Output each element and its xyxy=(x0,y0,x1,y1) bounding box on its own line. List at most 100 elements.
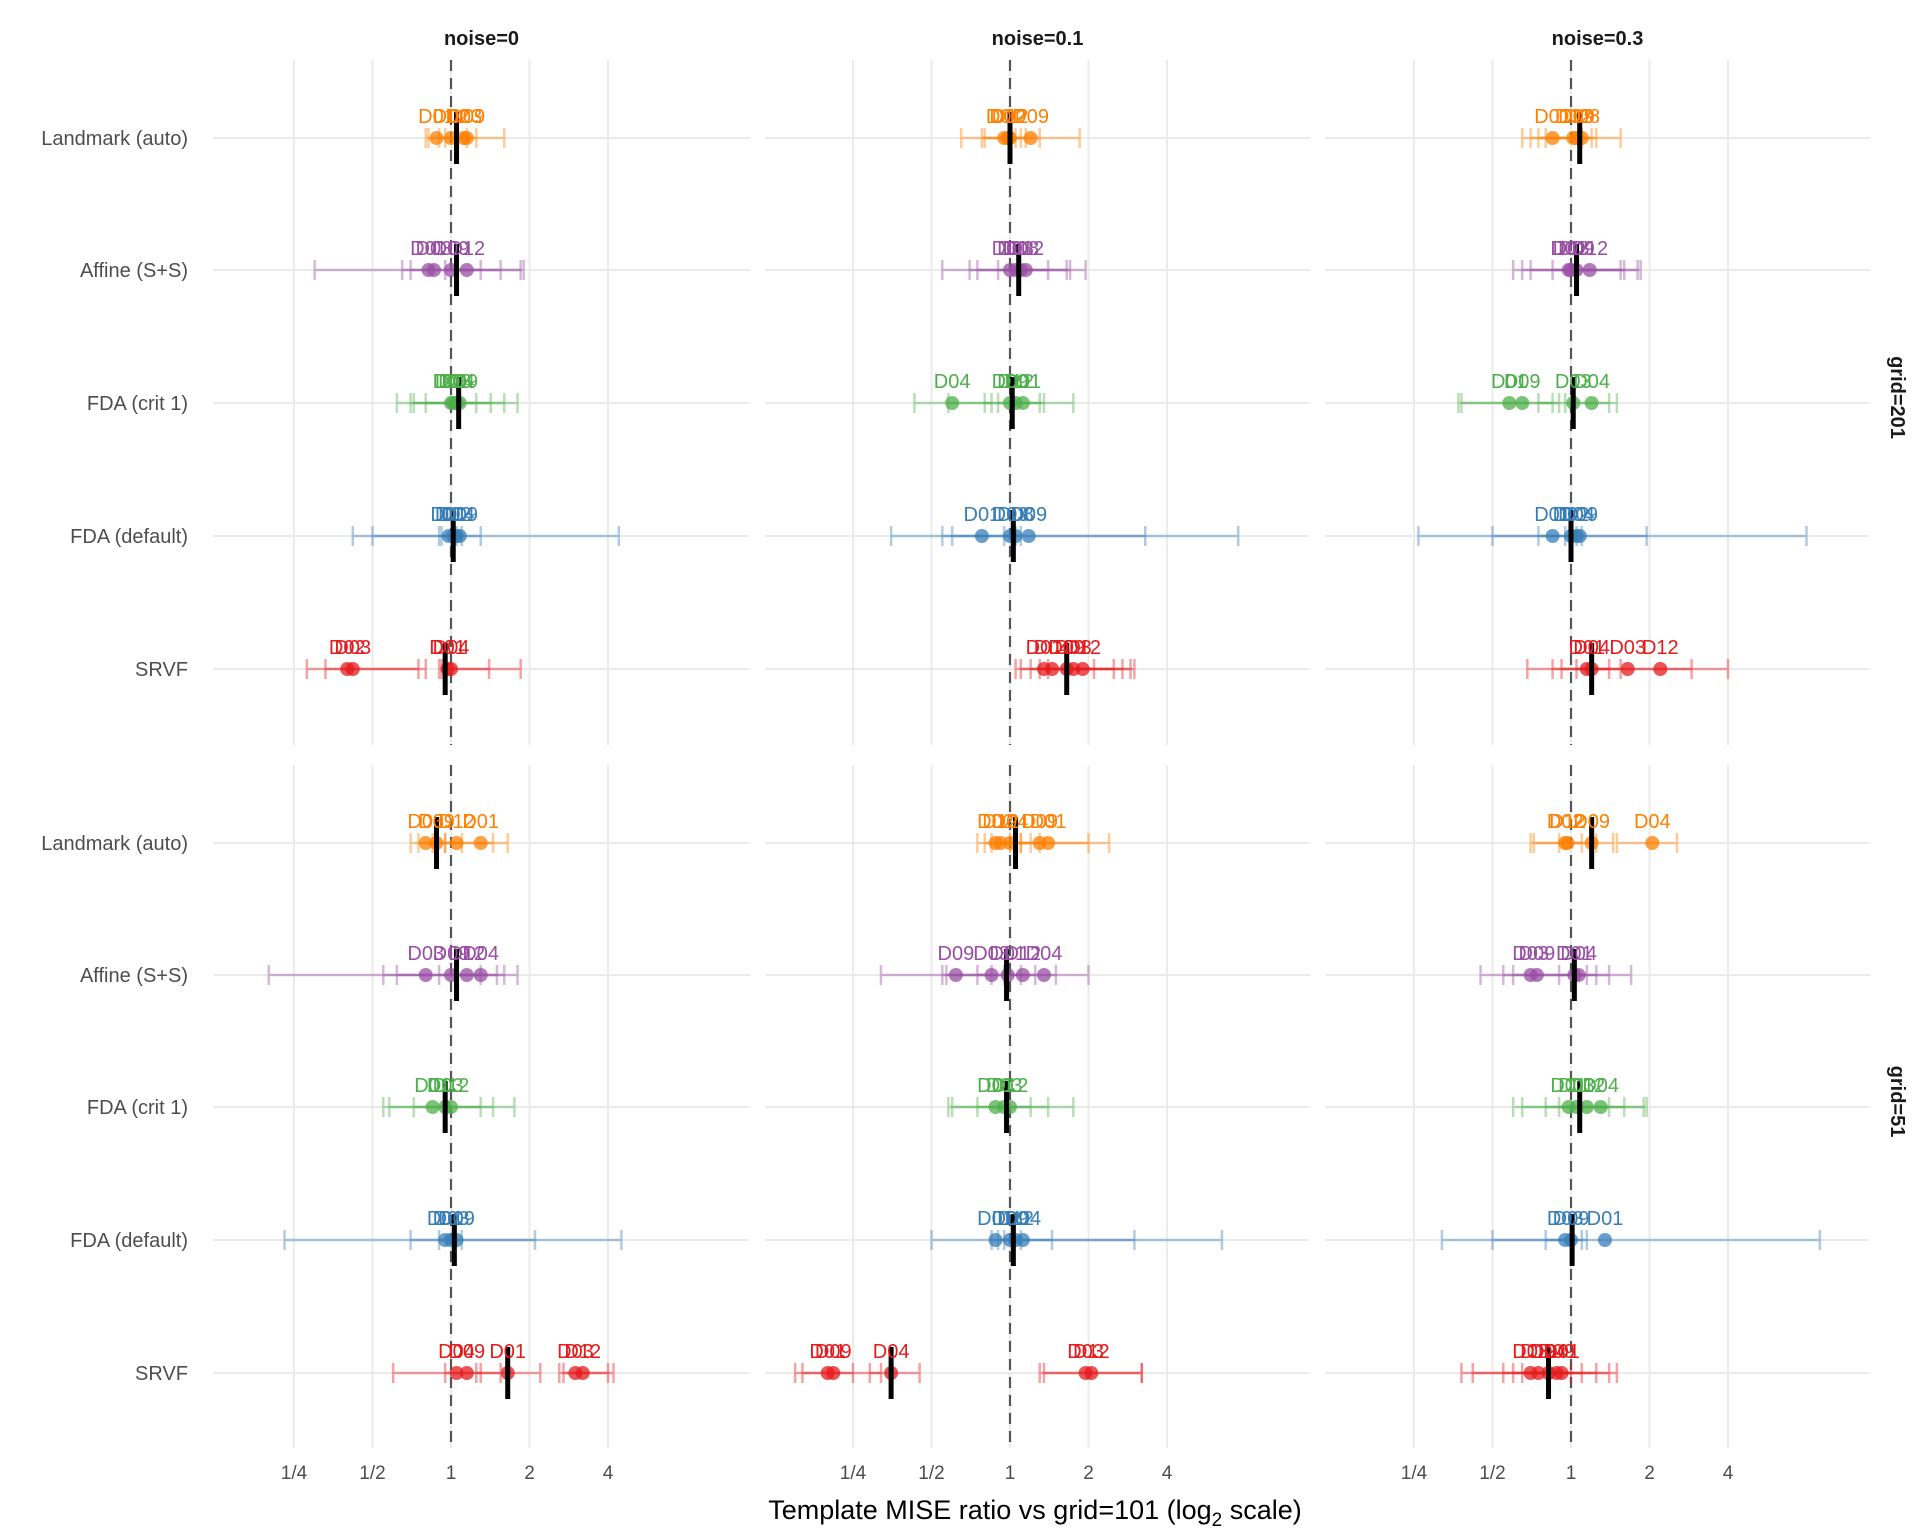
data-point xyxy=(459,1366,474,1380)
point-label: D03 xyxy=(445,106,482,128)
x-tick-label: 1 xyxy=(446,1463,457,1484)
point-label: D01 xyxy=(430,504,467,526)
data-point xyxy=(418,968,433,982)
point-label: D02 xyxy=(435,504,472,526)
point-label: D01 xyxy=(989,943,1026,965)
data-point xyxy=(1015,968,1030,982)
row-strip-label: grid=51 xyxy=(1886,1066,1908,1138)
point-label: D03 xyxy=(1512,943,1549,965)
median-markers xyxy=(434,112,1595,1399)
error-bar xyxy=(1502,965,1611,985)
error-bar xyxy=(437,526,621,546)
point-label: D01 xyxy=(977,1208,1014,1230)
point-label: D03 xyxy=(997,238,1034,260)
data-point xyxy=(984,968,999,982)
x-axis-title-main: Template MISE ratio vs grid=101 (log xyxy=(768,1495,1211,1525)
x-axis-title-end: scale) xyxy=(1222,1495,1302,1525)
data-point xyxy=(1593,1100,1608,1114)
data-point xyxy=(1036,968,1051,982)
point-label: D12 xyxy=(992,1075,1029,1097)
data-point xyxy=(1041,836,1056,850)
error-bar xyxy=(1002,1230,1224,1250)
point-label: D08 xyxy=(1563,106,1600,128)
point-label: D03 xyxy=(435,371,472,393)
error-bars xyxy=(267,128,1822,1383)
x-tick-label: 4 xyxy=(603,1463,614,1484)
error-bar xyxy=(1575,659,1730,679)
point-label: D12 xyxy=(997,371,1034,393)
point-label: D03 xyxy=(557,1341,594,1363)
point-label: D09 xyxy=(1048,637,1085,659)
point-label: D12 xyxy=(982,811,1019,833)
data-point xyxy=(459,968,474,982)
y-axis-label: FDA (default) xyxy=(70,1230,188,1252)
point-label: D01 xyxy=(1030,811,1067,833)
data-point xyxy=(1045,662,1060,676)
data-point xyxy=(974,529,989,543)
point-label: D12 xyxy=(992,106,1029,128)
point-label: D09 xyxy=(441,371,478,393)
point-label: D01 xyxy=(410,238,447,260)
point-label: D01 xyxy=(427,1208,464,1230)
data-point xyxy=(459,131,474,145)
data-point xyxy=(1653,662,1668,676)
point-label: D09 xyxy=(1573,811,1610,833)
y-axis-label: FDA (default) xyxy=(70,526,188,548)
point-label: D03 xyxy=(1067,1341,1104,1363)
point-label: D02 xyxy=(1553,504,1590,526)
point-label: D02 xyxy=(977,811,1014,833)
point-label: D12 xyxy=(1007,238,1044,260)
y-axis-label: SRVF xyxy=(135,1363,188,1385)
axes: noise=0 noise=0.1 noise=0.3 grid=201 grid=51… xyxy=(41,28,1908,1484)
point-label: D12 xyxy=(433,1075,470,1097)
x-axis-title: Template MISE ratio vs grid=101 (log2 sc… xyxy=(768,1495,1302,1531)
point-label: D12 xyxy=(1520,1341,1557,1363)
point-label: D09 xyxy=(1558,106,1595,128)
data-point xyxy=(1620,662,1635,676)
x-tick-label: 1/4 xyxy=(1401,1463,1428,1484)
point-label: D04 xyxy=(438,504,475,526)
data-point xyxy=(1582,263,1597,277)
point-label: D12 xyxy=(1568,1075,1605,1097)
point-label: D04 xyxy=(1582,1075,1619,1097)
data-point xyxy=(473,968,488,982)
error-bar xyxy=(1002,526,1240,546)
data-point xyxy=(449,1366,464,1380)
data-point xyxy=(945,396,960,410)
point-label: D04 xyxy=(1560,943,1597,965)
point-label: D12 xyxy=(997,1208,1034,1230)
point-label: D12 xyxy=(1549,811,1586,833)
data-point xyxy=(1545,131,1560,145)
data-point xyxy=(988,1233,1003,1247)
x-axis-title-subscript: 2 xyxy=(1212,1510,1223,1531)
point-label: D09 xyxy=(448,1341,485,1363)
point-label: D02 xyxy=(1547,811,1584,833)
y-axis-label: SRVF xyxy=(135,659,188,681)
x-tick-label: 4 xyxy=(1723,1463,1734,1484)
point-label: D12 xyxy=(448,943,485,965)
point-label: D01 xyxy=(462,811,499,833)
error-bar xyxy=(409,1230,537,1250)
point-label: D09 xyxy=(441,504,478,526)
point-label: D04 xyxy=(873,1341,910,1363)
data-point xyxy=(345,662,360,676)
point-label: D01 xyxy=(489,1341,526,1363)
point-label: D12 xyxy=(1073,1341,1110,1363)
data-point xyxy=(426,263,441,277)
point-label: D01 xyxy=(986,106,1023,128)
point-label: D01 xyxy=(1534,504,1571,526)
points xyxy=(340,131,1668,1380)
point-label: D04 xyxy=(1034,637,1071,659)
x-tick-label: 1/4 xyxy=(281,1463,308,1484)
data-point xyxy=(1018,263,1033,277)
data-point xyxy=(449,836,464,850)
point-label: D04 xyxy=(438,1341,475,1363)
data-point xyxy=(1515,396,1530,410)
point-label: D09 xyxy=(1012,106,1049,128)
point-label: D03 xyxy=(973,943,1010,965)
data-point xyxy=(473,836,488,850)
data-point xyxy=(1502,396,1517,410)
point-label: D09 xyxy=(1519,943,1556,965)
data-point xyxy=(459,263,474,277)
point-label: D03 xyxy=(1055,637,1092,659)
